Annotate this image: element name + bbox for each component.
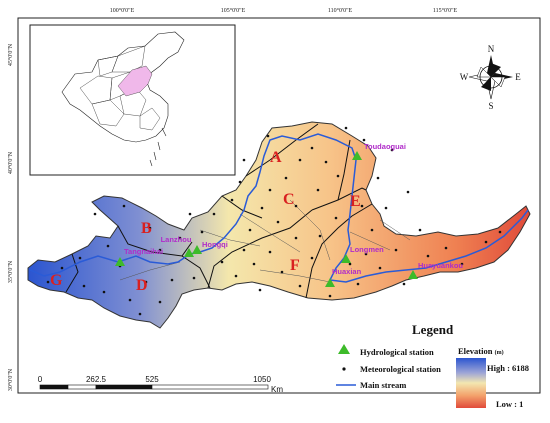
lon-label-115: 115°0'0"E — [433, 7, 458, 14]
region-label-a: A — [270, 149, 282, 166]
lon-label-100: 100°0'0"E — [110, 7, 135, 14]
legend-elevation-label: Elevation (m) — [458, 346, 504, 356]
compass-e: E — [515, 72, 521, 82]
compass-w: W — [460, 72, 469, 82]
lon-label-105: 105°0'0"E — [221, 7, 246, 14]
tributaries — [119, 199, 411, 283]
station-label-huaxian: Huaxian — [332, 267, 362, 276]
region-label-e: E — [350, 193, 361, 210]
scale-tick-525: 525 — [145, 375, 159, 384]
region-label-f: F — [290, 257, 300, 274]
legend-low-label: Low : 1 — [496, 399, 523, 409]
station-label-hongqi: Hongqi — [202, 240, 228, 249]
legend-hydro-icon — [338, 344, 350, 354]
scale-bar: 0 262.5 525 1050 Km — [38, 375, 284, 394]
station-marker-huayuankou — [408, 270, 418, 279]
lat-label-40: 40°0'0"N — [7, 151, 14, 174]
legend-meteo-icon — [342, 367, 346, 371]
legend-meteo-label: Meteorological station — [360, 364, 441, 374]
station-label-tangnaihai: Tangnaihai — [124, 247, 163, 256]
station-marker-huaxian — [325, 278, 335, 287]
region-label-c: C — [283, 191, 295, 208]
compass-s: S — [488, 101, 493, 111]
station-label-longmen: Longmen — [350, 245, 384, 254]
inset-china-map — [29, 24, 236, 176]
region-label-d: D — [136, 277, 148, 294]
scale-tick-0: 0 — [38, 375, 43, 384]
station-marker-hongqi — [184, 248, 194, 257]
legend-hydro-label: Hydrological station — [360, 347, 434, 357]
scale-unit: Km — [271, 385, 283, 394]
meteorological-stations — [46, 126, 502, 316]
lon-label-110: 110°0'0"E — [328, 7, 353, 14]
region-label-b: B — [141, 220, 152, 237]
scale-tick-1050: 1050 — [253, 375, 271, 384]
lat-label-35: 35°0'0"N — [7, 260, 14, 283]
basin-elevation — [27, 121, 531, 329]
station-marker-longmen — [341, 254, 351, 263]
station-marker-lanzhou — [192, 245, 202, 254]
compass-rose: N S E W — [460, 44, 522, 111]
station-label-huayuankou: Huayuankou — [418, 261, 463, 270]
subbasin-boundaries — [65, 123, 373, 299]
lat-label-30: 30°0'0"N — [7, 368, 14, 391]
legend-title: Legend — [412, 322, 454, 337]
station-label-toudaoguai: Toudaoguai — [364, 142, 406, 151]
legend: Legend Hydrological station Meteorologic… — [336, 322, 529, 409]
station-marker-tangnaihai — [115, 257, 125, 266]
hydrological-stations — [115, 151, 418, 287]
region-label-g: G — [50, 272, 63, 289]
legend-high-label: High : 6188 — [487, 363, 529, 373]
station-label-lanzhou: Lanzhou — [161, 235, 192, 244]
legend-stream-label: Main stream — [360, 380, 406, 390]
elevation-color-ramp — [456, 358, 486, 408]
main-stream-line — [29, 133, 529, 283]
inset-yellow-river-basin — [117, 65, 153, 97]
scale-tick-262: 262.5 — [86, 375, 107, 384]
lat-label-45: 45°0'0"N — [7, 43, 14, 66]
compass-n: N — [488, 44, 495, 54]
station-marker-toudaoguai — [352, 151, 362, 160]
